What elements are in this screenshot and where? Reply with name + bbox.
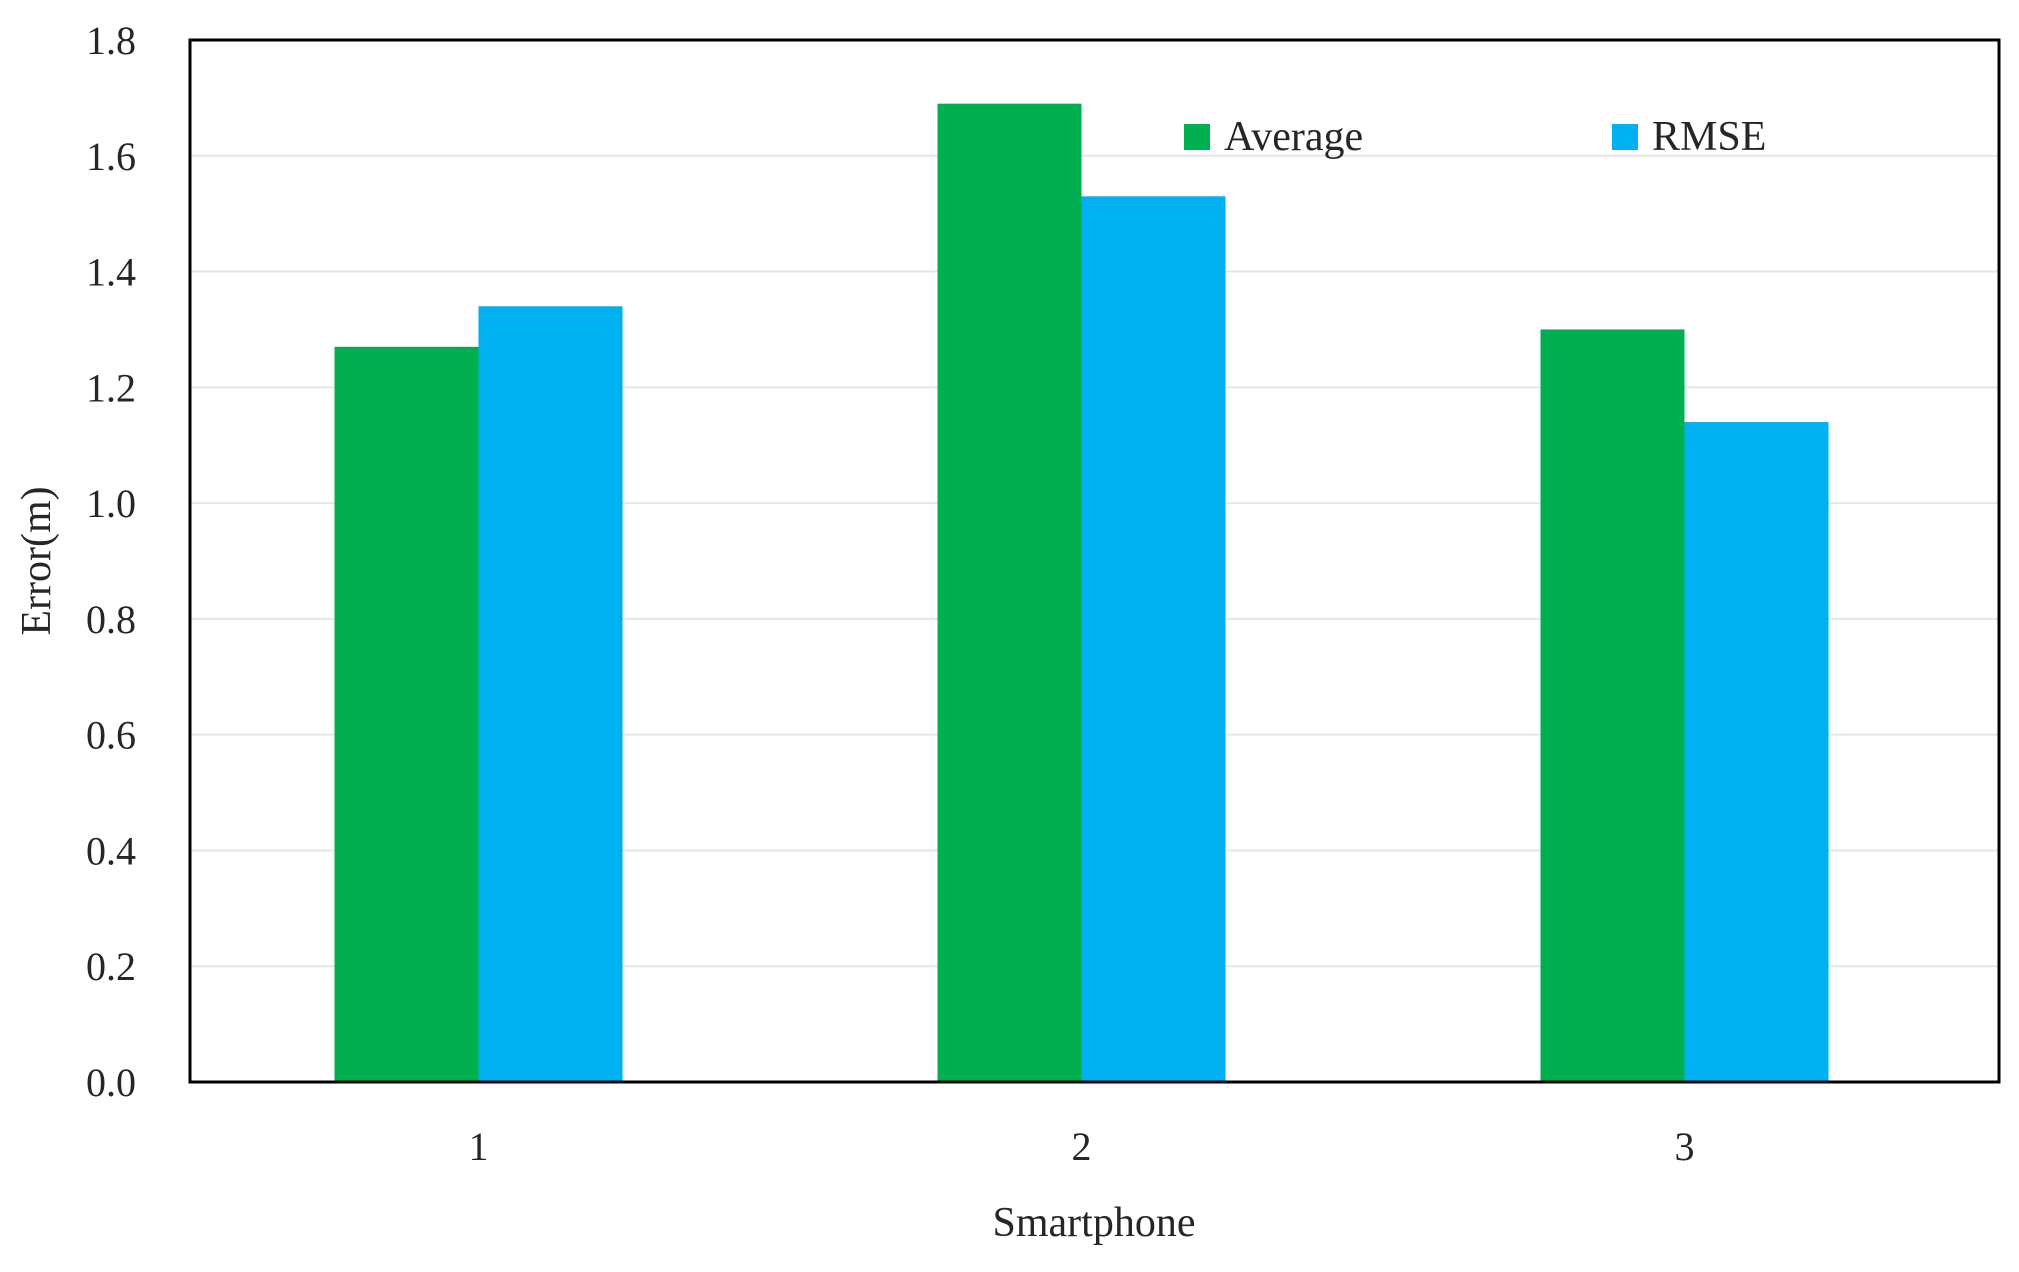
y-tick-label: 0.2 <box>86 944 136 989</box>
x-tick-label: 1 <box>469 1124 489 1169</box>
y-tick-label: 0.4 <box>86 828 136 873</box>
legend-swatch-average <box>1184 124 1210 150</box>
plot-frame <box>188 38 2001 1084</box>
bar-average-2 <box>937 103 1082 1082</box>
legend-label-rmse: RMSE <box>1652 114 1766 160</box>
legend: Average RMSE <box>1184 114 1766 160</box>
x-axis-title: Smartphone <box>993 1200 1196 1246</box>
x-tick-label: 3 <box>1675 1124 1695 1169</box>
legend-label-average: Average <box>1224 114 1363 160</box>
y-tick-label: 1.2 <box>86 365 136 410</box>
y-axis-ticks: 0.0 0.2 0.4 0.6 0.8 1.0 1.2 1.4 1.6 1.8 <box>86 18 136 1105</box>
y-tick-label: 1.6 <box>86 134 136 179</box>
y-tick-label: 1.8 <box>86 18 136 63</box>
y-tick-label: 1.0 <box>86 481 136 526</box>
y-axis-title: Error(m) <box>14 486 60 635</box>
bars <box>334 103 1829 1083</box>
y-tick-label: 0.0 <box>86 1060 136 1105</box>
y-tick-label: 0.6 <box>86 713 136 758</box>
y-tick-label: 1.4 <box>86 250 136 295</box>
legend-swatch-rmse <box>1612 124 1638 150</box>
x-axis-ticks: 1 2 3 <box>469 1124 1695 1169</box>
bar-average-1 <box>334 346 479 1082</box>
x-tick-label: 2 <box>1072 1124 1092 1169</box>
bar-rmse-2 <box>1081 196 1226 1083</box>
bar-average-3 <box>1540 329 1685 1082</box>
bar-rmse-1 <box>478 306 623 1082</box>
y-tick-label: 0.8 <box>86 597 136 642</box>
bar-rmse-3 <box>1684 422 1829 1083</box>
